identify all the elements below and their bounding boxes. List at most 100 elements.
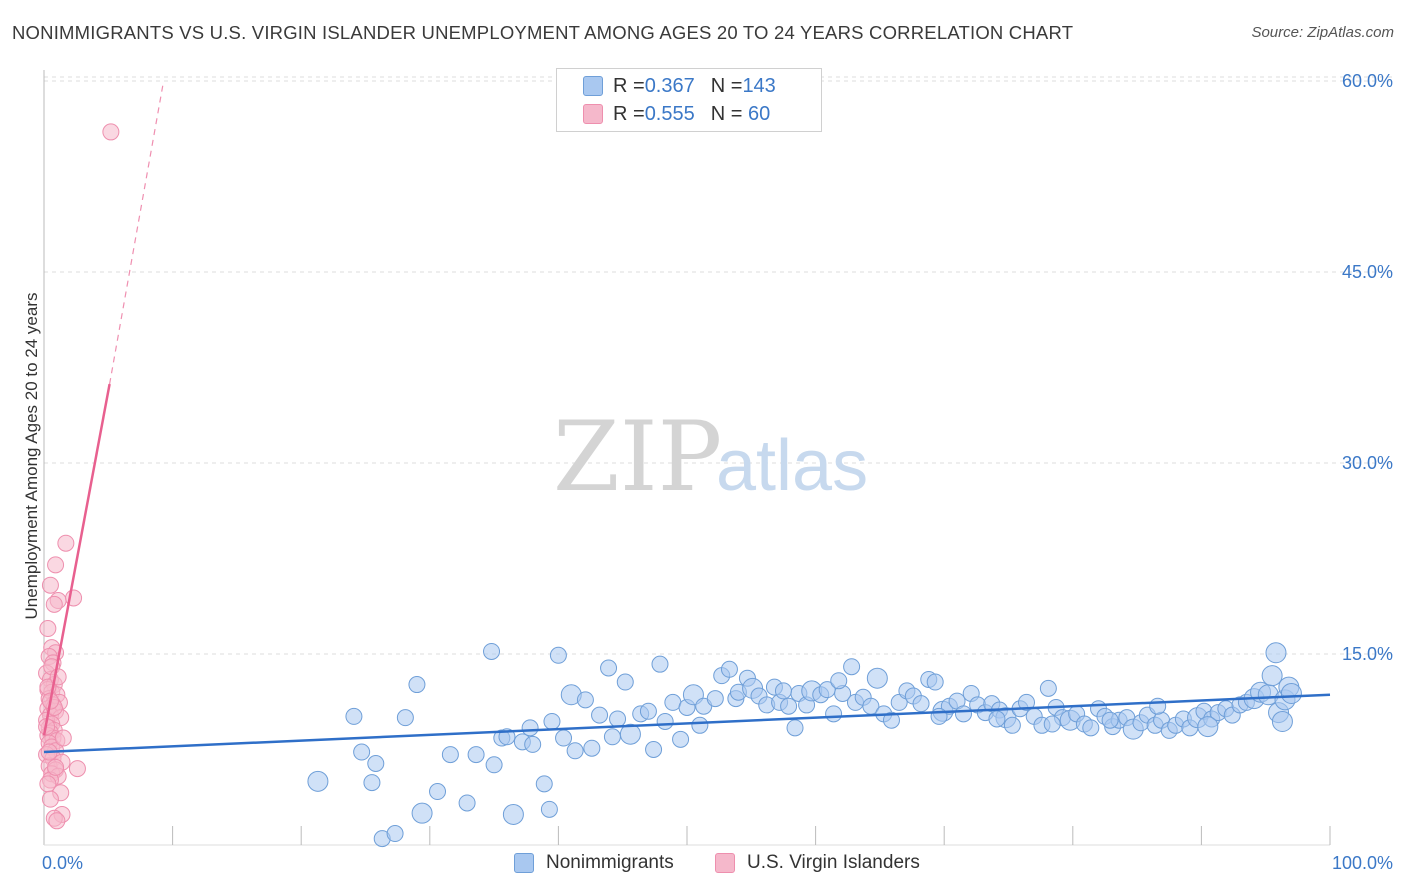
data-point-nonimmigrants bbox=[1101, 711, 1119, 729]
y-tick-label: 60.0% bbox=[1342, 71, 1393, 91]
data-point-nonimmigrants bbox=[1261, 665, 1283, 687]
data-point-nonimmigrants bbox=[345, 707, 363, 725]
data-point-nonimmigrants bbox=[386, 825, 404, 843]
data-point-nonimmigrants bbox=[780, 697, 798, 715]
data-point-nonimmigrants bbox=[656, 712, 674, 730]
axes bbox=[43, 70, 1331, 846]
y-tick-label: 45.0% bbox=[1342, 262, 1393, 282]
data-point-us-virgin-islanders bbox=[68, 760, 86, 778]
data-point-nonimmigrants bbox=[619, 723, 641, 745]
data-point-us-virgin-islanders bbox=[41, 576, 59, 594]
data-point-nonimmigrants bbox=[485, 756, 503, 774]
data-point-nonimmigrants bbox=[609, 710, 627, 728]
data-point-nonimmigrants bbox=[555, 729, 573, 747]
legend-r-value: 0.367 bbox=[644, 74, 695, 97]
data-point-nonimmigrants bbox=[583, 739, 601, 757]
watermark-atlas: atlas bbox=[716, 426, 868, 506]
data-point-us-virgin-islanders bbox=[48, 812, 66, 830]
data-point-nonimmigrants bbox=[441, 746, 459, 764]
data-point-nonimmigrants bbox=[363, 774, 381, 792]
data-point-nonimmigrants bbox=[353, 743, 371, 761]
data-point-nonimmigrants bbox=[543, 712, 561, 730]
data-point-nonimmigrants bbox=[307, 770, 329, 792]
data-point-nonimmigrants bbox=[720, 660, 738, 678]
data-point-nonimmigrants bbox=[645, 741, 663, 758]
data-point-nonimmigrants bbox=[1265, 642, 1287, 664]
data-point-nonimmigrants bbox=[706, 690, 724, 708]
data-point-us-virgin-islanders bbox=[57, 534, 75, 552]
data-point-nonimmigrants bbox=[600, 659, 618, 677]
data-point-nonimmigrants bbox=[535, 775, 553, 793]
legend-r-label: R = bbox=[613, 102, 645, 125]
data-point-nonimmigrants bbox=[1003, 716, 1021, 734]
y-tick-label: 15.0% bbox=[1342, 644, 1393, 664]
x-tick-label: 0.0% bbox=[42, 853, 83, 873]
series-us-virgin-islanders bbox=[38, 123, 120, 830]
data-point-us-virgin-islanders bbox=[102, 123, 120, 141]
data-point-nonimmigrants bbox=[483, 642, 501, 660]
data-point-us-virgin-islanders bbox=[41, 790, 59, 808]
data-point-nonimmigrants bbox=[616, 673, 634, 691]
data-point-nonimmigrants bbox=[954, 705, 972, 723]
data-point-nonimmigrants bbox=[651, 655, 669, 673]
legend-label-virgin-islanders: U.S. Virgin Islanders bbox=[747, 852, 920, 873]
watermark: ZIP atlas bbox=[553, 401, 868, 513]
data-point-nonimmigrants bbox=[786, 719, 804, 737]
data-point-nonimmigrants bbox=[825, 705, 843, 723]
data-point-nonimmigrants bbox=[429, 783, 447, 801]
data-point-nonimmigrants bbox=[830, 672, 848, 690]
data-point-nonimmigrants bbox=[866, 667, 888, 689]
data-point-us-virgin-islanders bbox=[49, 668, 67, 686]
data-point-nonimmigrants bbox=[411, 802, 433, 824]
data-point-nonimmigrants bbox=[458, 794, 476, 812]
data-point-nonimmigrants bbox=[408, 676, 426, 694]
data-point-nonimmigrants bbox=[639, 702, 657, 720]
data-point-nonimmigrants bbox=[691, 716, 709, 734]
legend-r-label: R = bbox=[613, 74, 645, 97]
data-point-nonimmigrants bbox=[603, 728, 621, 746]
trend-line-extension bbox=[108, 80, 165, 385]
data-point-nonimmigrants bbox=[524, 735, 542, 753]
trend-line-us-virgin-islanders bbox=[42, 383, 111, 736]
grid-lines bbox=[44, 76, 1393, 655]
data-point-nonimmigrants bbox=[1043, 715, 1061, 733]
data-point-nonimmigrants bbox=[926, 673, 944, 691]
data-point-nonimmigrants bbox=[664, 693, 682, 711]
data-point-nonimmigrants bbox=[1018, 693, 1036, 711]
chart-title: NONIMMIGRANTS VS U.S. VIRGIN ISLANDER UN… bbox=[12, 22, 1074, 43]
data-point-us-virgin-islanders bbox=[45, 595, 63, 613]
data-point-nonimmigrants bbox=[672, 730, 690, 748]
data-point-nonimmigrants bbox=[882, 711, 900, 729]
legend-label-nonimmigrants: Nonimmigrants bbox=[546, 852, 674, 873]
data-point-nonimmigrants bbox=[549, 646, 567, 664]
legend-item-nonimmigrants[interactable]: Nonimmigrants bbox=[514, 852, 674, 874]
data-point-us-virgin-islanders bbox=[39, 620, 57, 638]
data-point-nonimmigrants bbox=[988, 710, 1006, 728]
source-label: Source: ZipAtlas.com bbox=[1251, 24, 1394, 41]
data-point-nonimmigrants bbox=[396, 709, 414, 727]
series-legend: Nonimmigrants U.S. Virgin Islanders bbox=[0, 852, 1406, 878]
data-point-us-virgin-islanders bbox=[47, 556, 65, 574]
legend-n-value: 143 bbox=[742, 74, 776, 97]
data-point-nonimmigrants bbox=[367, 755, 385, 773]
data-point-nonimmigrants bbox=[912, 695, 930, 713]
legend-item-virgin-islanders[interactable]: U.S. Virgin Islanders bbox=[715, 852, 920, 874]
legend-n-value: 60 bbox=[742, 102, 771, 125]
trend-lines bbox=[42, 80, 1331, 754]
legend-swatch-pink bbox=[715, 853, 735, 873]
data-point-nonimmigrants bbox=[1082, 719, 1100, 737]
legend-n-label: N = bbox=[710, 74, 743, 97]
legend-row-nonimmigrants: R = 0.367 N = 143 bbox=[583, 73, 776, 99]
data-point-nonimmigrants bbox=[467, 746, 485, 764]
data-point-nonimmigrants bbox=[843, 658, 861, 676]
watermark-zip: ZIP bbox=[553, 401, 722, 513]
data-point-nonimmigrants bbox=[540, 800, 558, 818]
data-point-nonimmigrants bbox=[1149, 697, 1167, 715]
correlation-legend: R = 0.367 N = 143 R = 0.555 N = 60 bbox=[556, 68, 822, 132]
data-point-nonimmigrants bbox=[502, 803, 524, 825]
legend-swatch-blue bbox=[583, 76, 603, 96]
data-point-us-virgin-islanders bbox=[54, 729, 72, 747]
legend-swatch-pink bbox=[583, 104, 603, 124]
data-point-nonimmigrants bbox=[1280, 682, 1302, 704]
